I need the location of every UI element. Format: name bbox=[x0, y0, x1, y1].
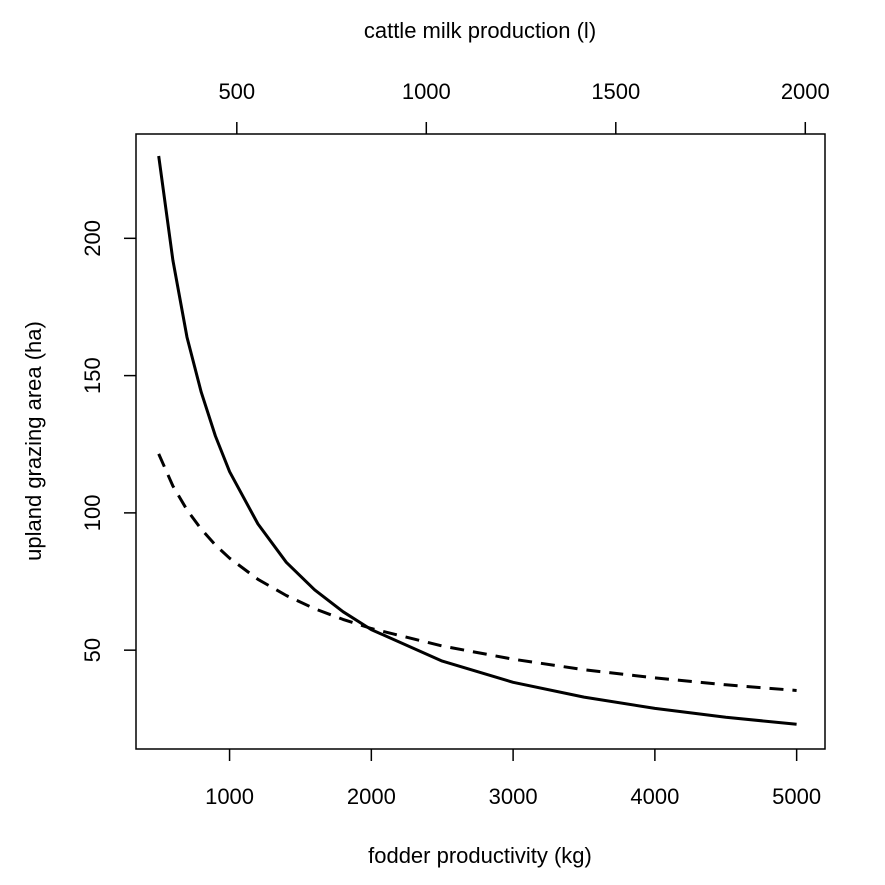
plot-frame bbox=[135, 133, 826, 750]
x-tick-label: 3000 bbox=[489, 784, 538, 809]
series-layer bbox=[157, 155, 797, 726]
left-axis-ticks: 50 100 150 200 bbox=[80, 220, 136, 662]
y-tick-label: 200 bbox=[80, 220, 105, 257]
x-tick-label: 2000 bbox=[347, 784, 396, 809]
series-line-2-dashed bbox=[157, 453, 797, 692]
bottom-axis-ticks: 1000 2000 3000 4000 5000 bbox=[205, 749, 821, 809]
x-tick-label: 5000 bbox=[772, 784, 821, 809]
series-line-1-solid bbox=[157, 155, 797, 726]
y-axis-label: upland grazing area (ha) bbox=[21, 321, 46, 561]
x2-tick-label: 2000 bbox=[781, 79, 830, 104]
y-tick-label: 150 bbox=[80, 357, 105, 394]
y-tick-label: 50 bbox=[80, 638, 105, 662]
x-tick-label: 4000 bbox=[630, 784, 679, 809]
y-tick-label: 100 bbox=[80, 495, 105, 532]
x2-tick-label: 1500 bbox=[591, 79, 640, 104]
x2-axis-label: cattle milk production (l) bbox=[364, 18, 596, 43]
x-axis-label: fodder productivity (kg) bbox=[368, 843, 592, 868]
x2-tick-label: 1000 bbox=[402, 79, 451, 104]
x2-tick-label: 500 bbox=[218, 79, 255, 104]
top-axis-ticks: 500 1000 1500 2000 bbox=[218, 79, 830, 134]
x-tick-label: 1000 bbox=[205, 784, 254, 809]
